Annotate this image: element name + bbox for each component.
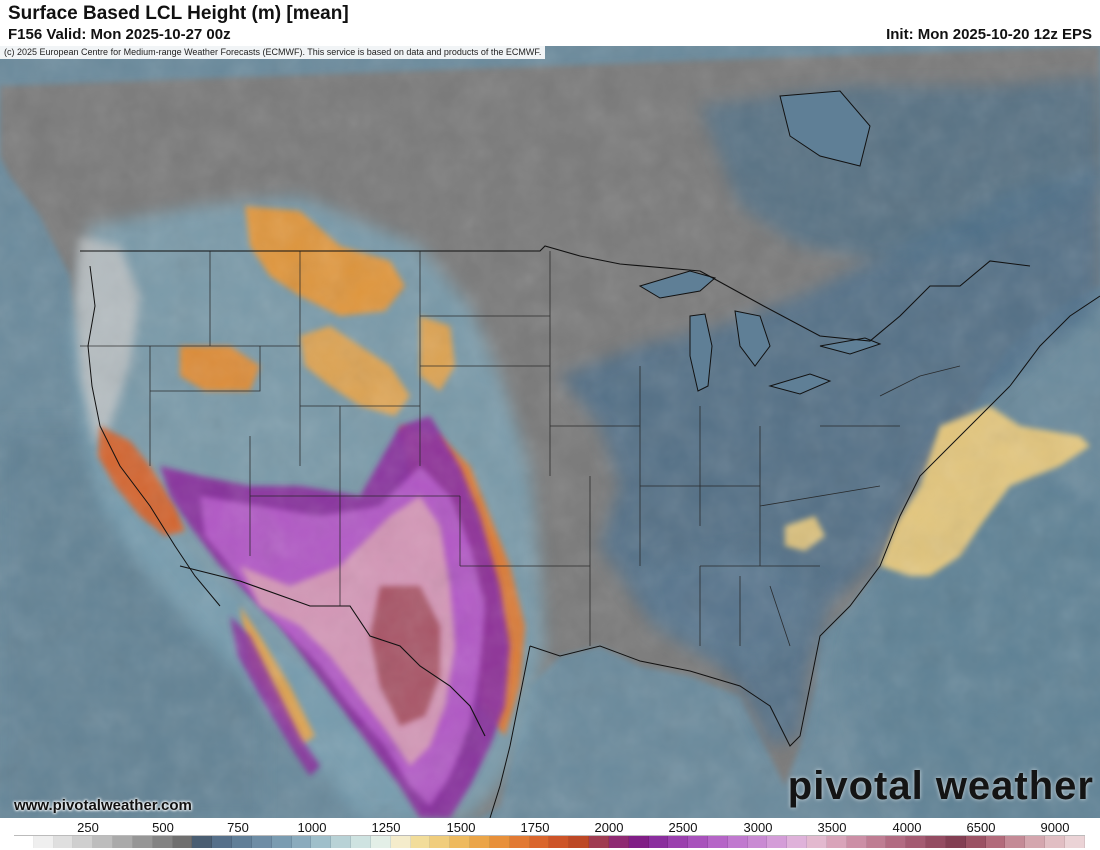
colorbar-swatch	[192, 836, 213, 848]
colorbar-swatch	[668, 836, 689, 848]
colorbar-swatch	[985, 836, 1006, 848]
colorbar-swatch	[291, 836, 312, 848]
colorbar-swatch	[410, 836, 431, 848]
colorbar-label: 3000	[743, 820, 773, 835]
map-canvas	[0, 46, 1100, 818]
colorbar-swatch	[152, 836, 173, 848]
colorbar-scale	[14, 835, 1085, 848]
colorbar-swatch	[608, 836, 629, 848]
colorbar-label: 1000	[297, 820, 327, 835]
colorbar-swatch	[450, 836, 471, 848]
colorbar-label: 3500	[817, 820, 847, 835]
colorbar-label: 1250	[371, 820, 401, 835]
country-borders	[80, 245, 1031, 737]
colorbar-swatch	[945, 836, 966, 848]
colorbar-swatch	[707, 836, 728, 848]
colorbar-label: 500	[152, 820, 174, 835]
init-time: Init: Mon 2025-10-20 12z EPS	[886, 26, 1092, 43]
colorbar-swatch	[113, 836, 133, 848]
colorbar-swatch	[569, 836, 590, 848]
colorbar-swatch	[826, 836, 847, 848]
colorbar-swatch	[271, 836, 292, 848]
colorbar-swatch	[351, 836, 371, 848]
forecast-map[interactable]	[0, 46, 1100, 818]
colorbar-swatch	[470, 836, 490, 848]
colorbar-swatch	[688, 836, 708, 848]
colorbar-swatch	[529, 836, 550, 848]
coastlines	[87, 265, 1100, 818]
colorbar-swatch	[628, 836, 649, 848]
map-title: Surface Based LCL Height (m) [mean]	[8, 3, 349, 24]
colorbar-swatch	[727, 836, 748, 848]
colorbar-label: 250	[77, 820, 99, 835]
colorbar-swatch	[866, 836, 887, 848]
colorbar-swatch	[73, 836, 94, 848]
colorbar-labels: 250 500 750 1000 1250 1500 1750 2000 2500 3000 350…	[14, 818, 1086, 835]
colorbar-swatch	[132, 836, 153, 848]
colorbar-swatch	[648, 836, 669, 848]
colorbar-label: 750	[227, 820, 249, 835]
colorbar-swatch	[53, 836, 74, 848]
colorbar-swatch	[251, 836, 272, 848]
colorbar-swatch	[965, 836, 986, 848]
colorbar-label: 1500	[446, 820, 476, 835]
colorbar-swatch	[747, 836, 768, 848]
colorbar-swatch	[390, 836, 411, 848]
colorbar-swatch	[509, 836, 530, 848]
colorbar-swatch	[14, 836, 34, 848]
colorbar-label: 4000	[892, 820, 922, 835]
colorbar-swatch	[767, 836, 788, 848]
colorbar-swatch	[886, 836, 907, 848]
colorbar-swatch	[93, 836, 114, 848]
colorbar-swatch	[926, 836, 946, 848]
colorbar-swatch	[807, 836, 827, 848]
colorbar-label: 2000	[594, 820, 624, 835]
colorbar-swatch	[787, 836, 808, 848]
state-borders	[80, 251, 961, 647]
copyright-notice: (c) 2025 European Centre for Medium-rang…	[0, 46, 546, 59]
colorbar-swatch	[232, 836, 252, 848]
website-label[interactable]: www.pivotalweather.com	[14, 797, 192, 814]
colorbar-swatch	[1025, 836, 1046, 848]
colorbar-swatch	[589, 836, 609, 848]
colorbar-swatch	[489, 836, 510, 848]
colorbar-swatch	[1064, 836, 1085, 848]
colorbar: 250 500 750 1000 1250 1500 1750 2000 2500 3000 350…	[14, 818, 1086, 850]
colorbar-label: 9000	[1040, 820, 1070, 835]
colorbar-swatch	[549, 836, 570, 848]
colorbar-swatch	[370, 836, 391, 848]
map-header: Surface Based LCL Height (m) [mean] F156…	[0, 0, 1100, 46]
great-lakes	[638, 90, 882, 395]
valid-time: F156 Valid: Mon 2025-10-27 00z	[8, 26, 231, 43]
colorbar-swatch	[430, 836, 451, 848]
colorbar-swatch	[1005, 836, 1026, 848]
colorbar-swatch	[33, 836, 54, 848]
pivotal-weather-logo: pivotal weather	[787, 764, 1094, 808]
colorbar-label: 1750	[520, 820, 550, 835]
colorbar-swatch	[331, 836, 352, 848]
colorbar-label: 6500	[966, 820, 996, 835]
colorbar-swatch	[172, 836, 193, 848]
colorbar-swatch	[311, 836, 332, 848]
colorbar-label: 2500	[668, 820, 698, 835]
colorbar-swatch	[846, 836, 867, 848]
colorbar-swatch	[1045, 836, 1065, 848]
colorbar-swatch	[906, 836, 927, 848]
colorbar-swatch	[212, 836, 233, 848]
